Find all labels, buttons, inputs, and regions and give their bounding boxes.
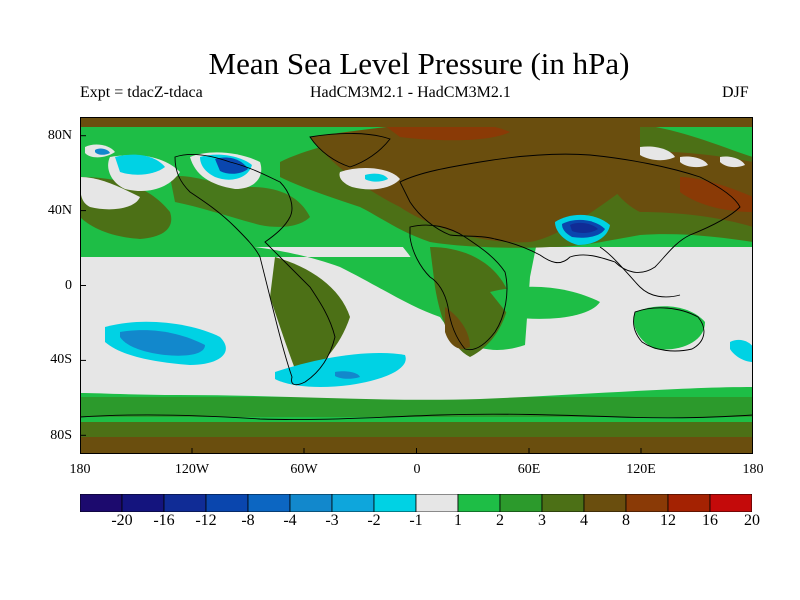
colorbar-swatch <box>247 494 291 512</box>
lon-label-60w: 60W <box>290 462 318 477</box>
colorbar-swatch <box>121 494 165 512</box>
map-title: Mean Sea Level Pressure (in hPa) <box>208 46 630 81</box>
colorbar-label: -2 <box>367 512 381 529</box>
colorbar-swatch <box>163 494 207 512</box>
colorbar-label: -3 <box>325 512 339 529</box>
colorbar-swatch <box>625 494 669 512</box>
map-ticks <box>80 135 642 454</box>
lat-label-40s: 40S <box>50 352 72 367</box>
colorbar-swatch <box>80 494 123 512</box>
colorbar <box>80 494 752 512</box>
colorbar-label: 16 <box>702 512 718 529</box>
colorbar-label: 20 <box>744 512 760 529</box>
colorbar-swatch <box>289 494 333 512</box>
colorbar-swatch <box>205 494 249 512</box>
lat-label-80s: 80S <box>50 428 72 443</box>
colorbar-swatch <box>331 494 375 512</box>
lat-label-80n: 80N <box>47 128 72 143</box>
colorbar-label: 12 <box>660 512 676 529</box>
colorbar-label: -20 <box>111 512 133 529</box>
colorbar-swatch <box>709 494 752 512</box>
colorbar-swatch <box>499 494 543 512</box>
lat-label-0: 0 <box>65 278 72 293</box>
season-label: DJF <box>722 84 749 101</box>
lon-label-180w: 180 <box>69 462 91 477</box>
colorbar-swatch <box>373 494 417 512</box>
colorbar-label: -4 <box>283 512 297 529</box>
colorbar-label: -12 <box>195 512 217 529</box>
pressure-map <box>80 117 753 454</box>
colorbar-swatch <box>583 494 627 512</box>
colorbar-label: 3 <box>538 512 546 529</box>
lon-label-180e: 180 <box>742 462 764 477</box>
colorbar-swatch <box>667 494 711 512</box>
colorbar-label: 1 <box>454 512 462 529</box>
lat-label-40n: 40N <box>47 203 72 218</box>
lon-label-60e: 60E <box>517 462 541 477</box>
pressure-field <box>80 117 753 454</box>
colorbar-swatch <box>457 494 501 512</box>
colorbar-label: -1 <box>409 512 423 529</box>
experiment-label: Expt = tdacZ-tdaca <box>80 84 203 101</box>
colorbar-swatch <box>415 494 459 512</box>
colorbar-label: 2 <box>496 512 504 529</box>
model-label: HadCM3M2.1 - HadCM3M2.1 <box>310 84 511 101</box>
colorbar-label: -8 <box>241 512 255 529</box>
colorbar-label: 8 <box>622 512 630 529</box>
colorbar-swatch <box>541 494 585 512</box>
lon-label-120w: 120W <box>174 462 210 477</box>
lon-label-120e: 120E <box>626 462 656 477</box>
lon-label-0: 0 <box>413 462 421 477</box>
colorbar-label: 4 <box>580 512 588 529</box>
colorbar-label: -16 <box>153 512 175 529</box>
